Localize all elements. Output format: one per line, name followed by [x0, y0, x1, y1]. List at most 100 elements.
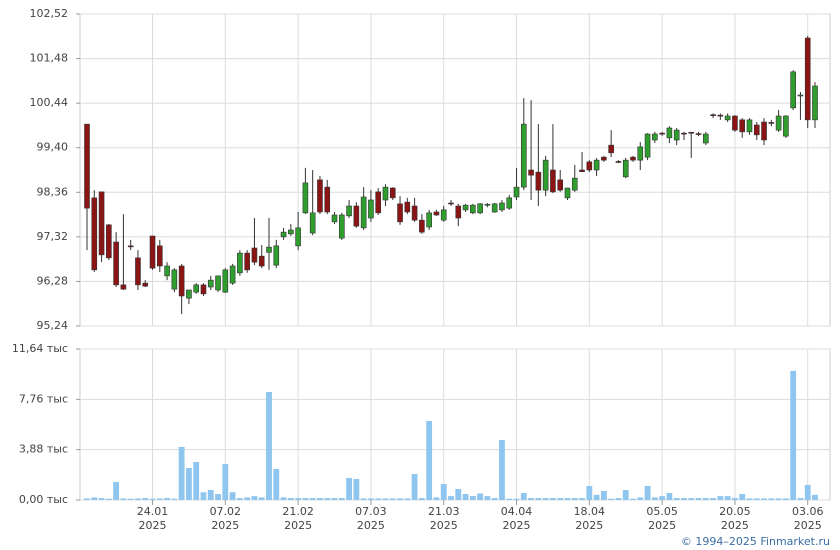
candle-body [266, 246, 272, 253]
candle-body [295, 227, 301, 247]
volume-bar [404, 498, 411, 500]
volume-bar [382, 498, 389, 500]
volume-bar [389, 498, 396, 500]
candle-body [673, 129, 680, 141]
volume-bar [309, 498, 316, 500]
y-tick-label: 100,44 [30, 96, 69, 109]
candle-body [324, 186, 331, 213]
candle-body [193, 284, 199, 293]
candle-body [608, 144, 614, 154]
candle-body [375, 191, 382, 214]
volume-bar [600, 491, 607, 500]
volume-bar [651, 497, 658, 500]
candle-body [149, 235, 156, 269]
candle-body [302, 182, 309, 214]
volume-bar [411, 474, 418, 500]
candle-body [440, 209, 447, 221]
candle-body [659, 132, 665, 135]
candle-body [681, 132, 687, 135]
candle-body [812, 85, 818, 121]
x-tick-label: 07.02 2025 [209, 505, 242, 532]
candle-body [91, 197, 98, 271]
x-tick-label: 18.04 2025 [573, 505, 606, 532]
y-tick-label: 99,40 [37, 141, 69, 154]
candle-body [419, 219, 425, 233]
candle-body [200, 284, 207, 295]
candle-body [637, 146, 644, 161]
candle-body [753, 124, 760, 136]
candle-body [506, 197, 513, 209]
volume-bar [469, 495, 476, 500]
volume-bar [622, 490, 629, 500]
volume-bar [433, 497, 440, 500]
volume-bar [564, 498, 571, 500]
volume-bar [753, 498, 760, 500]
volume-bar [331, 498, 338, 500]
volume-bar [557, 498, 564, 500]
candle-body [404, 201, 411, 213]
candle-body [207, 279, 214, 288]
candle-body [695, 133, 702, 135]
candle-body [237, 252, 243, 274]
candle-body [484, 203, 491, 206]
candle-body [470, 204, 476, 214]
x-tick-label: 03.06 2025 [791, 505, 824, 532]
volume-bar [258, 497, 265, 500]
x-tick-label: 05.05 2025 [646, 505, 678, 532]
volume-bar [506, 498, 513, 500]
volume-bar [360, 498, 367, 500]
candle-body [84, 123, 90, 209]
candle-body [389, 187, 396, 199]
volume-bar [91, 497, 98, 500]
volume-bar [273, 468, 280, 500]
volume-bar [440, 484, 447, 500]
volume-bar [571, 498, 578, 500]
volume-bar [673, 498, 680, 500]
y-tick-label: 97,32 [37, 230, 69, 243]
candle-body [178, 265, 185, 297]
volume-bar [637, 497, 644, 500]
x-tick-label: 21.03 2025 [427, 505, 460, 532]
volume-bar [397, 498, 403, 500]
volume-bar [477, 493, 484, 500]
candle-body [783, 115, 789, 137]
volume-bar [200, 492, 207, 500]
candle-body [411, 205, 418, 221]
candle-body [579, 169, 585, 173]
y-tick-label: 11,64 тыс [12, 342, 68, 355]
volume-bar [113, 481, 120, 500]
volume-bar [164, 498, 170, 500]
volume-bar [375, 498, 382, 500]
volume-bar [666, 492, 673, 500]
volume-bar [695, 498, 702, 500]
volume-bar [105, 498, 112, 500]
candle-body [338, 214, 345, 239]
y-tick-label: 98,36 [37, 185, 69, 198]
candle-body [120, 284, 127, 290]
candle-body [106, 224, 112, 259]
candle-body [542, 159, 549, 191]
volume-bar [520, 492, 527, 500]
candle-body [273, 245, 280, 266]
volume-bar [484, 496, 491, 500]
volume-bar [455, 488, 462, 500]
candle-body [280, 231, 287, 238]
candle-body [288, 229, 294, 235]
copyright: © 1994–2025 Finmarket.ru [680, 535, 830, 548]
y-tick-label: 0,00 тыс [19, 493, 68, 506]
candle-body [666, 127, 673, 139]
volume-bar [178, 446, 185, 500]
candle-body [244, 252, 250, 271]
volume-bar [702, 498, 709, 500]
volume-bar [732, 498, 738, 500]
volume-bar [171, 498, 178, 500]
candle-body [593, 159, 600, 171]
volume-bar [804, 484, 811, 500]
volume-bar [659, 496, 666, 500]
volume-bar [797, 498, 804, 500]
candle-body [797, 94, 804, 97]
candle-body [164, 265, 170, 277]
candle-body [571, 177, 578, 191]
